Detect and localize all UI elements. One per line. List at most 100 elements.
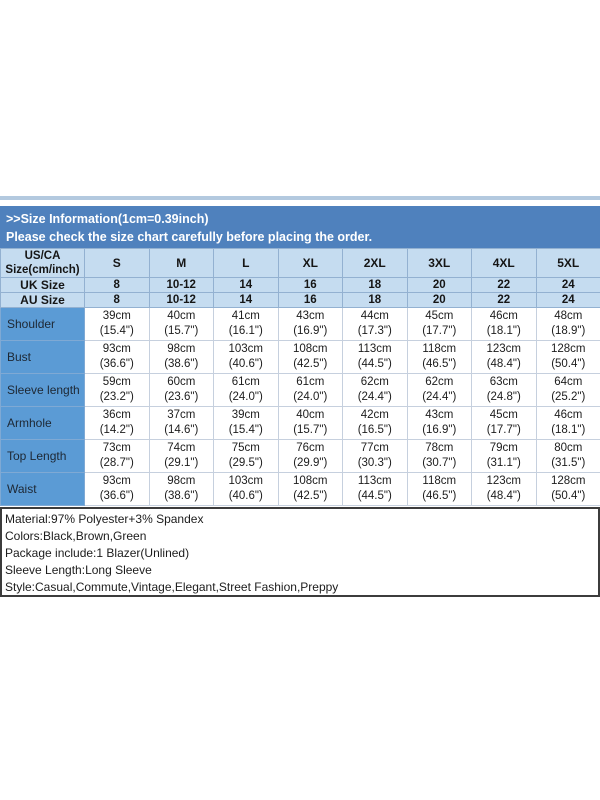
measurement-inch: (29.5") bbox=[228, 457, 263, 469]
uk-size-row-cell: 18 bbox=[342, 277, 408, 293]
measurement-cell: 118cm (46.5") bbox=[406, 472, 472, 506]
measurement-cell: 43cm (16.9") bbox=[277, 307, 343, 341]
measurement-inch: (36.6") bbox=[99, 490, 134, 502]
measurement-inch: (30.3") bbox=[357, 457, 392, 469]
measurement-cm: 93cm bbox=[102, 475, 131, 487]
measurement-inch: (48.4") bbox=[486, 358, 521, 370]
measurement-inch: (17.3") bbox=[357, 325, 392, 337]
measurement-inch: (38.6") bbox=[164, 490, 199, 502]
measurement-inch: (24.0") bbox=[293, 391, 328, 403]
measurement-cell: 44cm (17.3") bbox=[342, 307, 408, 341]
measurement-inch: (16.9") bbox=[293, 325, 328, 337]
measurement-cell: 78cm (30.7") bbox=[406, 439, 472, 473]
measurement-cell: 61cm (24.0") bbox=[213, 373, 279, 407]
measurement-cell: 41cm (16.1") bbox=[213, 307, 279, 341]
uk-size-row-cell: 20 bbox=[406, 277, 472, 293]
uk-size-row: UK Size 8 10-12 14 16 18 20 22 24 bbox=[0, 277, 600, 293]
measurement-cell: 43cm (16.9") bbox=[406, 406, 472, 440]
measurement-cell: 46cm (18.1") bbox=[471, 307, 537, 341]
measurement-cm: 113cm bbox=[357, 475, 392, 487]
measurement-inch: (30.7") bbox=[422, 457, 457, 469]
measurement-inch: (14.2") bbox=[99, 424, 134, 436]
measurement-cell: 77cm (30.3") bbox=[342, 439, 408, 473]
measurement-cell: 103cm (40.6") bbox=[213, 340, 279, 374]
top-divider-strip bbox=[0, 196, 600, 200]
measurement-cell: 36cm (14.2") bbox=[84, 406, 150, 440]
measurement-cell: 103cm (40.6") bbox=[213, 472, 279, 506]
detail-material: Material:97% Polyester+3% Spandex bbox=[5, 512, 204, 526]
banner-subtitle: Please check the size chart carefully be… bbox=[6, 230, 373, 244]
measurement-inch: (36.6") bbox=[99, 358, 134, 370]
measurement-cell: 45cm (17.7") bbox=[471, 406, 537, 440]
measurement-cm: 36cm bbox=[102, 409, 131, 421]
measurement-inch: (28.7") bbox=[99, 457, 134, 469]
size-column-header: 2XL bbox=[342, 248, 408, 278]
measurement-cm: 39cm bbox=[231, 409, 260, 421]
measurement-cm: 46cm bbox=[489, 310, 518, 322]
measurement-inch: (24.0") bbox=[228, 391, 263, 403]
measurement-cell: 80cm (31.5") bbox=[535, 439, 600, 473]
measurement-cell: 123cm (48.4") bbox=[471, 472, 537, 506]
measurement-cm: 76cm bbox=[296, 442, 325, 454]
measurement-cell: 46cm (18.1") bbox=[535, 406, 600, 440]
measurement-cm: 75cm bbox=[231, 442, 260, 454]
measurement-cm: 98cm bbox=[167, 475, 196, 487]
measurement-inch: (14.6") bbox=[164, 424, 199, 436]
measurement-cm: 63cm bbox=[489, 376, 518, 388]
size-column-header: 3XL bbox=[406, 248, 472, 278]
measurement-cm: 39cm bbox=[102, 310, 131, 322]
measurement-cell: 37cm (14.6") bbox=[148, 406, 214, 440]
measurement-cell: 118cm (46.5") bbox=[406, 340, 472, 374]
measurement-inch: (38.6") bbox=[164, 358, 199, 370]
size-chart-table: US/CA Size(cm/inch) S M L XL 2XL 3XL 4XL 5XL UK Si… bbox=[0, 248, 600, 506]
measurement-cm: 44cm bbox=[360, 310, 389, 322]
measurement-cm: 108cm bbox=[292, 475, 328, 487]
measurement-cm: 73cm bbox=[102, 442, 131, 454]
uk-size-row-cell: 24 bbox=[535, 277, 600, 293]
measurement-cm: 60cm bbox=[167, 376, 196, 388]
measurement-inch: (18.9") bbox=[551, 325, 586, 337]
measurement-inch: (24.4") bbox=[422, 391, 457, 403]
uk-size-row-label: UK Size bbox=[0, 277, 85, 293]
measurement-inch: (40.6") bbox=[228, 358, 263, 370]
measurement-cell: 40cm (15.7") bbox=[277, 406, 343, 440]
measurement-inch: (15.4") bbox=[99, 325, 134, 337]
au-size-row-cell: 8 bbox=[84, 292, 150, 308]
measurement-cm: 43cm bbox=[296, 310, 325, 322]
measurement-row: Top Length 73cm (28.7") 74cm (29.1") 75cm (29.… bbox=[0, 439, 600, 473]
au-size-row-cell: 22 bbox=[471, 292, 537, 308]
size-column-header: 4XL bbox=[471, 248, 537, 278]
measurement-inch: (48.4") bbox=[486, 490, 521, 502]
measurement-row-label: Top Length bbox=[0, 439, 85, 473]
measurement-inch: (25.2") bbox=[551, 391, 586, 403]
detail-sleeve-length: Sleeve Length:Long Sleeve bbox=[5, 563, 152, 577]
measurement-row: Waist 93cm (36.6") 98cm (38.6") 103cm (40.6") 1… bbox=[0, 472, 600, 506]
measurement-inch: (15.7") bbox=[164, 325, 199, 337]
size-column-header: XL bbox=[277, 248, 343, 278]
measurement-inch: (31.1") bbox=[486, 457, 521, 469]
measurement-cm: 62cm bbox=[425, 376, 454, 388]
measurement-cm: 40cm bbox=[167, 310, 196, 322]
size-column-header: L bbox=[213, 248, 279, 278]
measurement-cell: 60cm (23.6") bbox=[148, 373, 214, 407]
measurement-cm: 118cm bbox=[422, 475, 457, 487]
measurement-cell: 64cm (25.2") bbox=[535, 373, 600, 407]
au-size-row: AU Size 8 10-12 14 16 18 20 22 24 bbox=[0, 292, 600, 308]
measurement-cell: 42cm (16.5") bbox=[342, 406, 408, 440]
au-size-row-cell: 14 bbox=[213, 292, 279, 308]
measurement-cell: 113cm (44.5") bbox=[342, 340, 408, 374]
measurement-cm: 77cm bbox=[360, 442, 389, 454]
measurement-cell: 74cm (29.1") bbox=[148, 439, 214, 473]
measurement-cell: 123cm (48.4") bbox=[471, 340, 537, 374]
measurement-cm: 45cm bbox=[489, 409, 518, 421]
measurement-cell: 108cm (42.5") bbox=[277, 472, 343, 506]
size-header-row: US/CA Size(cm/inch) S M L XL 2XL 3XL 4XL 5XL bbox=[0, 248, 600, 278]
au-size-row-cell: 18 bbox=[342, 292, 408, 308]
uk-size-row-cell: 22 bbox=[471, 277, 537, 293]
measurement-cell: 63cm (24.8") bbox=[471, 373, 537, 407]
au-size-row-cell: 16 bbox=[277, 292, 343, 308]
measurement-cm: 45cm bbox=[425, 310, 454, 322]
size-info-banner: >>Size Information(1cm=0.39inch) Please … bbox=[0, 206, 600, 248]
measurement-row-label: Shoulder bbox=[0, 307, 85, 341]
measurement-row-label: Bust bbox=[0, 340, 85, 374]
